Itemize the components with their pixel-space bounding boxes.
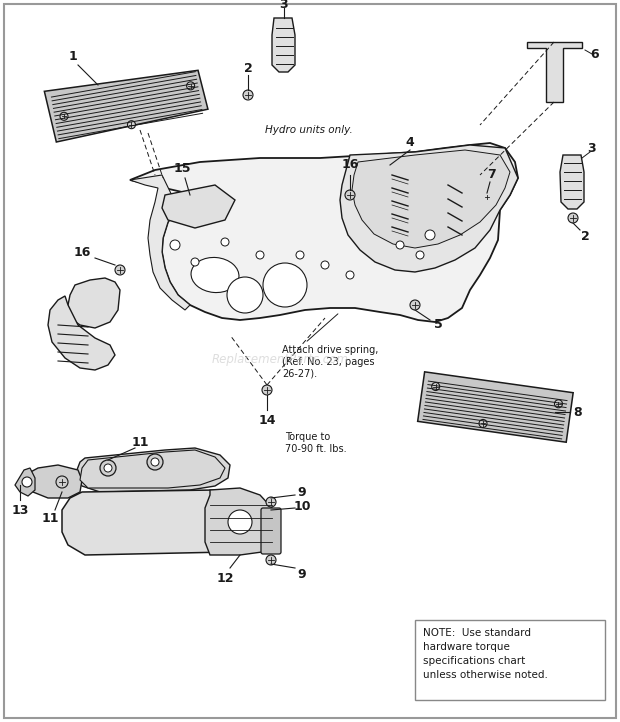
- Circle shape: [266, 497, 276, 507]
- Polygon shape: [560, 155, 584, 209]
- Text: 9: 9: [298, 485, 306, 498]
- Polygon shape: [80, 450, 225, 488]
- Text: 2: 2: [244, 61, 252, 74]
- Text: Attach drive spring,
(Ref. No. 23, pages
26-27).: Attach drive spring, (Ref. No. 23, pages…: [282, 345, 378, 378]
- Polygon shape: [45, 70, 208, 142]
- Polygon shape: [18, 465, 82, 498]
- Circle shape: [396, 241, 404, 249]
- Circle shape: [410, 300, 420, 310]
- Circle shape: [346, 271, 354, 279]
- Ellipse shape: [191, 258, 239, 292]
- Circle shape: [266, 555, 276, 565]
- Circle shape: [228, 510, 252, 534]
- Text: 5: 5: [433, 318, 443, 331]
- Circle shape: [147, 454, 163, 470]
- Text: Hydro units only.: Hydro units only.: [265, 125, 353, 135]
- Circle shape: [60, 113, 68, 121]
- Circle shape: [345, 190, 355, 200]
- Polygon shape: [205, 488, 272, 555]
- Polygon shape: [130, 143, 518, 322]
- Circle shape: [104, 464, 112, 472]
- Circle shape: [262, 385, 272, 395]
- Text: 16: 16: [73, 245, 91, 258]
- Text: 10: 10: [293, 500, 311, 513]
- Circle shape: [227, 277, 263, 313]
- Text: 14: 14: [259, 414, 276, 427]
- Circle shape: [479, 419, 487, 427]
- Circle shape: [263, 263, 307, 307]
- Polygon shape: [340, 145, 518, 272]
- Text: NOTE:  Use standard
hardware torque
specifications chart
unless otherwise noted.: NOTE: Use standard hardware torque speci…: [423, 628, 548, 680]
- Text: 16: 16: [342, 159, 359, 172]
- Circle shape: [416, 251, 424, 259]
- Text: 4: 4: [405, 136, 414, 149]
- Text: 6: 6: [591, 48, 600, 61]
- Circle shape: [187, 82, 195, 90]
- Text: Torque to
70-90 ft. lbs.: Torque to 70-90 ft. lbs.: [285, 432, 347, 453]
- Text: 8: 8: [574, 406, 582, 419]
- Polygon shape: [418, 372, 573, 442]
- Text: ReplacementParts.com: ReplacementParts.com: [211, 354, 348, 367]
- Text: 3: 3: [588, 142, 596, 155]
- Circle shape: [100, 460, 116, 476]
- Circle shape: [191, 258, 199, 266]
- Polygon shape: [62, 490, 250, 555]
- Circle shape: [128, 121, 136, 129]
- Circle shape: [425, 230, 435, 240]
- Circle shape: [221, 238, 229, 246]
- Circle shape: [432, 383, 440, 391]
- Circle shape: [56, 476, 68, 488]
- Polygon shape: [352, 150, 510, 248]
- Text: 1: 1: [69, 51, 78, 64]
- Text: 3: 3: [280, 0, 288, 12]
- Circle shape: [256, 251, 264, 259]
- Text: 11: 11: [42, 511, 59, 524]
- Circle shape: [243, 90, 253, 100]
- Circle shape: [321, 261, 329, 269]
- Circle shape: [554, 400, 562, 408]
- Circle shape: [483, 193, 491, 201]
- Circle shape: [568, 213, 578, 223]
- Polygon shape: [130, 175, 190, 310]
- Text: 2: 2: [580, 230, 590, 243]
- Polygon shape: [15, 468, 35, 496]
- Polygon shape: [162, 185, 235, 228]
- Polygon shape: [527, 42, 582, 102]
- Polygon shape: [75, 448, 230, 492]
- FancyBboxPatch shape: [261, 508, 281, 554]
- Polygon shape: [48, 296, 115, 370]
- Circle shape: [151, 458, 159, 466]
- Text: 15: 15: [173, 162, 191, 175]
- Polygon shape: [272, 18, 295, 72]
- Circle shape: [296, 251, 304, 259]
- Text: 13: 13: [11, 503, 29, 516]
- Text: 11: 11: [131, 435, 149, 448]
- Circle shape: [170, 240, 180, 250]
- Circle shape: [115, 265, 125, 275]
- Text: 12: 12: [216, 572, 234, 585]
- Polygon shape: [68, 278, 120, 328]
- Circle shape: [22, 477, 32, 487]
- Text: 7: 7: [487, 168, 497, 181]
- Text: 9: 9: [298, 568, 306, 581]
- FancyBboxPatch shape: [415, 620, 605, 700]
